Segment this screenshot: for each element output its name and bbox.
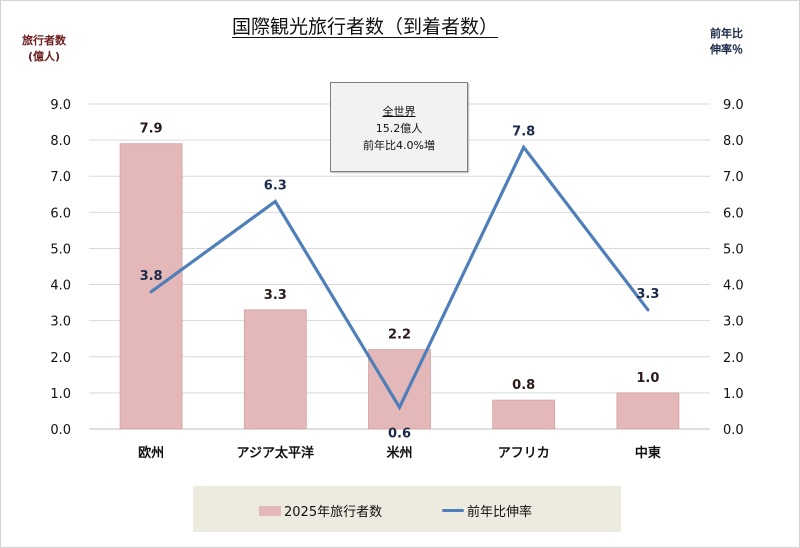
right-tick-label: 6.0 [723, 206, 744, 221]
left-tick-label: 4.0 [50, 279, 71, 294]
left-tick-label: 1.0 [50, 387, 71, 402]
right-tick-label: 8.0 [723, 134, 744, 149]
legend: 2025年旅行者数 前年比伸率 [193, 486, 621, 532]
legend-line-swatch [442, 509, 464, 512]
bar-value-label: 3.3 [264, 288, 287, 303]
right-tick-label: 9.0 [723, 98, 744, 113]
right-axis-label: 前年比 伸率％ [710, 26, 760, 58]
bar [243, 309, 307, 430]
right-axis-label-line1: 前年比 [710, 27, 743, 40]
right-axis-label-line2: 伸率％ [710, 43, 743, 56]
category-label: 米州 [386, 445, 412, 461]
left-tick-label: 0.0 [50, 423, 71, 438]
bar-value-label: 7.9 [140, 122, 163, 137]
summary-growth: 前年比4.0%増 [363, 139, 435, 152]
bar-value-label: 2.2 [388, 328, 411, 343]
bar [119, 143, 183, 430]
bar-value-label: 1.0 [636, 371, 659, 386]
line-value-label: 3.8 [140, 269, 163, 284]
right-tick-label: 1.0 [723, 387, 744, 402]
legend-item-line: 前年比伸率 [442, 501, 532, 520]
legend-item-bar: 2025年旅行者数 [259, 501, 382, 520]
category-label: 中東 [635, 445, 661, 461]
bar [616, 392, 680, 430]
category-label: アジア太平洋 [237, 445, 314, 461]
line-value-label: 7.8 [512, 124, 535, 139]
left-tick-label: 6.0 [50, 206, 71, 221]
left-tick-label: 5.0 [50, 242, 71, 257]
right-tick-label: 0.0 [723, 423, 744, 438]
category-label: 欧州 [138, 445, 164, 461]
right-tick-label: 7.0 [723, 170, 744, 185]
summary-total: 15.2億人 [375, 122, 423, 135]
left-tick-label: 9.0 [50, 98, 71, 113]
left-axis-label-line2: (億人) [27, 50, 61, 63]
bar [492, 399, 556, 430]
legend-bar-label: 2025年旅行者数 [284, 505, 383, 520]
left-tick-label: 8.0 [50, 134, 71, 149]
bar-value-label: 0.8 [512, 378, 535, 393]
left-axis-label: 旅行者数 (億人) [14, 33, 74, 65]
right-tick-label: 2.0 [723, 351, 744, 366]
line-value-label: 6.3 [264, 179, 287, 194]
category-label: アフリカ [498, 446, 550, 461]
summary-title: 全世界 [382, 105, 416, 118]
legend-bar-swatch [259, 505, 281, 516]
chart-title: 国際観光旅行者数（到着者数） [232, 16, 499, 38]
legend-line-label: 前年比伸率 [467, 505, 533, 520]
right-tick-label: 5.0 [723, 242, 744, 257]
line-value-label: 0.6 [388, 426, 411, 441]
right-tick-label: 4.0 [723, 279, 744, 294]
line-value-label: 3.3 [636, 287, 659, 302]
left-tick-label: 3.0 [50, 315, 71, 330]
left-axis-label-line1: 旅行者数 [22, 34, 66, 47]
left-tick-label: 7.0 [50, 170, 71, 185]
left-tick-label: 2.0 [50, 351, 71, 366]
right-tick-label: 3.0 [723, 315, 744, 330]
world-summary-box: 全世界 15.2億人 前年比4.0%増 [330, 82, 468, 172]
